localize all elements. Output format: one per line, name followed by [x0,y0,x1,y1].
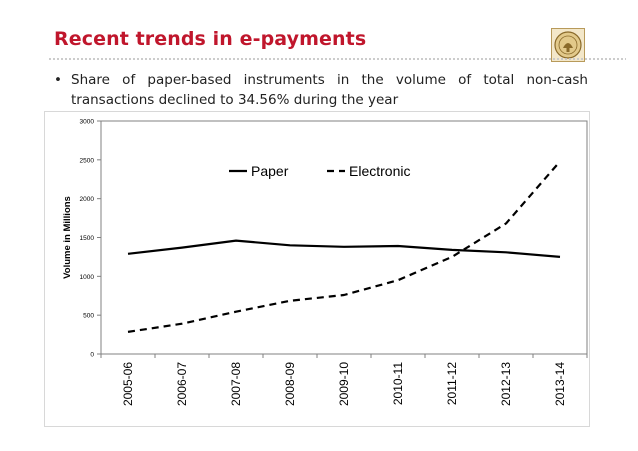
chart-axes [100,120,588,355]
x-tick-label: 2005-06 [121,362,135,406]
chart-legend: Paper Electronic [229,163,410,179]
legend-label-paper: Paper [251,163,289,179]
title-divider [48,57,626,61]
slide-title: Recent trends in e-payments [54,28,367,50]
y-tick-label: 0 [90,352,94,359]
series-line-electronic [127,160,561,333]
series-line-paper [127,239,561,258]
x-tick-label: 2013-14 [553,362,567,406]
y-tick-label: 3000 [80,119,95,126]
y-tick-label: 2500 [80,157,95,164]
x-tick-label: 2008-09 [283,362,297,406]
legend-label-electronic: Electronic [349,163,410,179]
x-tick-label: 2010-11 [391,362,405,405]
rbi-seal-icon [551,28,585,62]
x-tick-label: 2011-12 [445,362,459,405]
y-tick-label: 2000 [80,196,95,203]
y-tick-label: 500 [83,313,94,320]
y-axis-ticks: 0 500 1000 1500 2000 2500 3000 [80,119,101,359]
chart-frame [44,111,590,427]
x-tick-label: 2007-08 [229,362,243,406]
x-tick-label: 2009-10 [337,362,351,406]
series-lines [127,160,561,333]
y-axis-label: Volume in Millions [62,196,73,279]
plot-area-border [100,120,588,355]
y-tick-label: 1500 [80,235,95,242]
x-tick-label: 2012-13 [499,362,513,406]
bullet-symbol: • [54,72,62,88]
y-tick-label: 1000 [80,274,95,281]
bullet-text: Share of paper-based instruments in the … [71,72,588,108]
x-axis-ticks: 2005-06 2006-07 2007-08 2008-09 2009-10 2010-… [100,354,588,406]
x-tick-label: 2006-07 [175,362,189,406]
